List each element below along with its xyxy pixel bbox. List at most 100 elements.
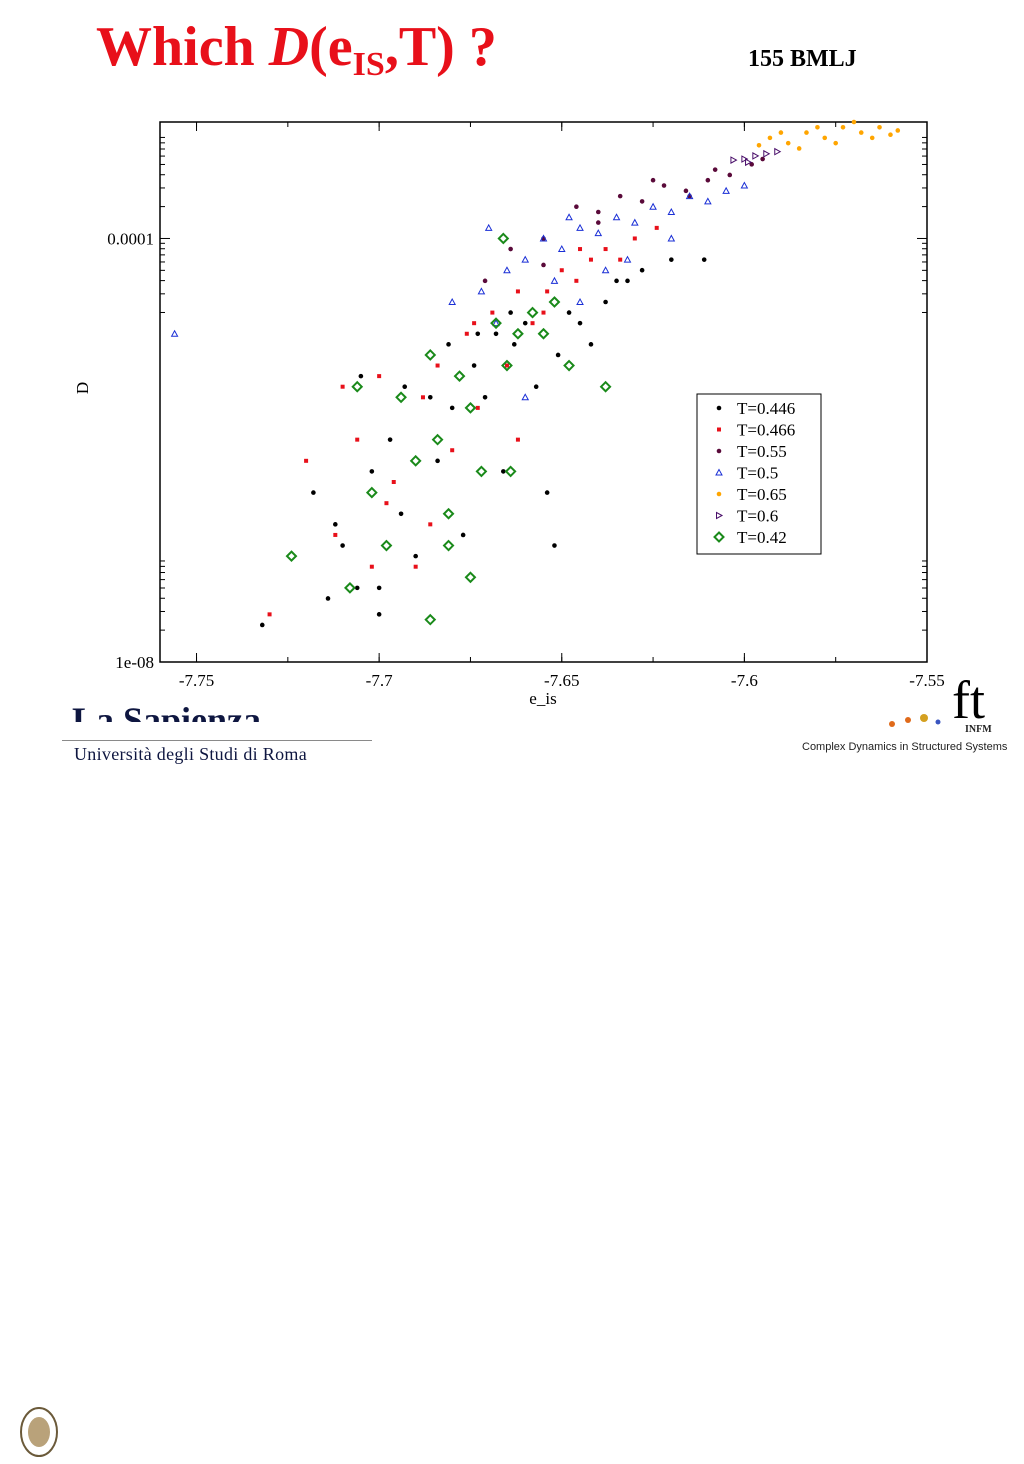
data-point — [767, 135, 773, 141]
legend-marker — [717, 427, 721, 432]
data-point — [369, 564, 374, 569]
data-point — [851, 119, 857, 125]
data-point — [442, 539, 455, 552]
data-point — [471, 363, 477, 368]
data-point — [428, 522, 433, 527]
data-point — [745, 158, 753, 167]
footer-divider — [62, 740, 372, 741]
data-point — [384, 501, 389, 506]
data-point — [497, 232, 510, 245]
legend-label: T=0.446 — [737, 399, 795, 418]
data-point — [603, 247, 608, 252]
data-point — [576, 223, 584, 231]
data-point — [409, 454, 422, 467]
data-point — [515, 289, 520, 294]
data-point — [752, 152, 760, 160]
data-point — [358, 373, 364, 379]
data-point — [741, 155, 749, 163]
data-point — [539, 234, 548, 242]
data-point — [588, 342, 594, 347]
data-point — [533, 384, 539, 390]
data-point — [617, 193, 623, 199]
data-point — [482, 394, 488, 400]
data-point — [550, 276, 559, 284]
data-point — [625, 278, 630, 284]
data-point — [377, 374, 382, 379]
data-point — [667, 207, 676, 215]
data-point — [685, 192, 694, 200]
data-point — [566, 310, 572, 315]
data-point — [833, 140, 838, 146]
legend-label: T=0.466 — [737, 421, 795, 440]
data-point — [630, 218, 639, 226]
data-point — [667, 234, 676, 242]
data-point — [475, 465, 488, 478]
data-point — [705, 177, 711, 183]
scatter-chart: -7.75 -7.7 -7.65 -7.6 -7.55 1e-08 0.0001 T=0.4… — [60, 112, 960, 712]
legend-marker — [716, 448, 722, 454]
data-point — [504, 363, 509, 368]
series-T=0.466 — [267, 225, 659, 617]
data-point — [760, 156, 765, 162]
infm-label: INFM — [965, 724, 992, 735]
data-point — [354, 585, 360, 591]
legend-marker — [716, 491, 722, 497]
data-point — [594, 229, 603, 237]
data-point — [446, 342, 451, 347]
data-point — [450, 448, 455, 453]
data-point — [344, 581, 356, 594]
data-point — [369, 469, 375, 474]
title-prefix: Which — [96, 16, 269, 78]
lab-name: Complex Dynamics in Structured Systems — [802, 741, 1008, 753]
data-point — [503, 266, 511, 274]
data-point — [888, 132, 893, 138]
data-point — [541, 310, 546, 315]
data-point — [722, 186, 730, 194]
data-point — [351, 380, 364, 393]
data-point — [355, 437, 360, 442]
data-point — [325, 596, 331, 601]
data-point — [365, 486, 378, 499]
data-point — [537, 327, 550, 340]
data-point — [877, 124, 882, 130]
data-point — [304, 458, 309, 463]
data-point — [504, 465, 517, 478]
data-point — [669, 257, 674, 262]
legend-label: T=0.55 — [737, 442, 787, 461]
data-point — [618, 257, 623, 262]
data-point — [749, 162, 754, 167]
chart-background — [60, 112, 960, 712]
data-point — [515, 437, 520, 442]
data-point — [453, 370, 466, 383]
data-point — [649, 202, 657, 210]
data-point — [552, 543, 557, 548]
data-point — [435, 458, 440, 464]
data-point — [508, 310, 513, 315]
data-point — [639, 267, 645, 273]
system-label: 155 BMLJ — [748, 46, 857, 72]
data-point — [763, 149, 771, 158]
data-point — [490, 317, 502, 330]
data-point — [822, 135, 828, 141]
data-point — [577, 320, 583, 326]
data-point — [704, 197, 712, 205]
data-point — [541, 262, 546, 268]
data-point — [557, 245, 566, 253]
data-point — [840, 124, 846, 130]
data-point — [512, 327, 524, 340]
data-point — [448, 297, 457, 305]
title-close: ,T) ? — [384, 16, 497, 78]
y-axis-label: D — [73, 382, 92, 394]
data-point — [576, 297, 584, 305]
legend-marker — [716, 511, 724, 520]
data-point — [578, 247, 583, 252]
title-open: (e — [309, 16, 353, 78]
legend-label: T=0.65 — [737, 485, 787, 504]
legend-marker — [715, 468, 723, 476]
data-point — [435, 363, 440, 368]
legend: T=0.446 T=0.466 T=0.55 T=0.5 T=0.65 T=0.6 T=0.… — [696, 393, 822, 555]
data-point — [477, 287, 486, 295]
data-point — [492, 319, 500, 327]
data-point — [654, 225, 659, 230]
data-point — [395, 391, 407, 404]
